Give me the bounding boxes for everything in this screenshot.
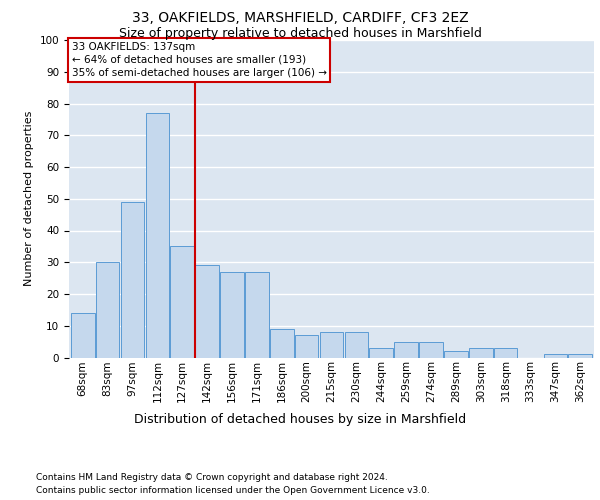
Bar: [71, 313, 95, 358]
Bar: [170, 246, 194, 358]
Bar: [121, 202, 144, 358]
Bar: [245, 272, 269, 358]
Text: 33 OAKFIELDS: 137sqm
← 64% of detached houses are smaller (193)
35% of semi-deta: 33 OAKFIELDS: 137sqm ← 64% of detached h…: [71, 42, 326, 78]
Text: 33, OAKFIELDS, MARSHFIELD, CARDIFF, CF3 2EZ: 33, OAKFIELDS, MARSHFIELD, CARDIFF, CF3 …: [131, 11, 469, 25]
Bar: [195, 266, 219, 358]
Bar: [320, 332, 343, 357]
Bar: [419, 342, 443, 357]
Text: Contains HM Land Registry data © Crown copyright and database right 2024.: Contains HM Land Registry data © Crown c…: [36, 472, 388, 482]
Text: Size of property relative to detached houses in Marshfield: Size of property relative to detached ho…: [119, 28, 481, 40]
Bar: [270, 329, 293, 358]
Bar: [544, 354, 567, 358]
Bar: [444, 351, 468, 358]
Bar: [344, 332, 368, 357]
Bar: [568, 354, 592, 358]
Bar: [494, 348, 517, 358]
Text: Contains public sector information licensed under the Open Government Licence v3: Contains public sector information licen…: [36, 486, 430, 495]
Bar: [370, 348, 393, 358]
Bar: [295, 336, 319, 357]
Bar: [96, 262, 119, 358]
Bar: [469, 348, 493, 358]
Bar: [146, 113, 169, 358]
Bar: [220, 272, 244, 358]
Y-axis label: Number of detached properties: Number of detached properties: [24, 111, 34, 286]
Bar: [394, 342, 418, 357]
Text: Distribution of detached houses by size in Marshfield: Distribution of detached houses by size …: [134, 412, 466, 426]
